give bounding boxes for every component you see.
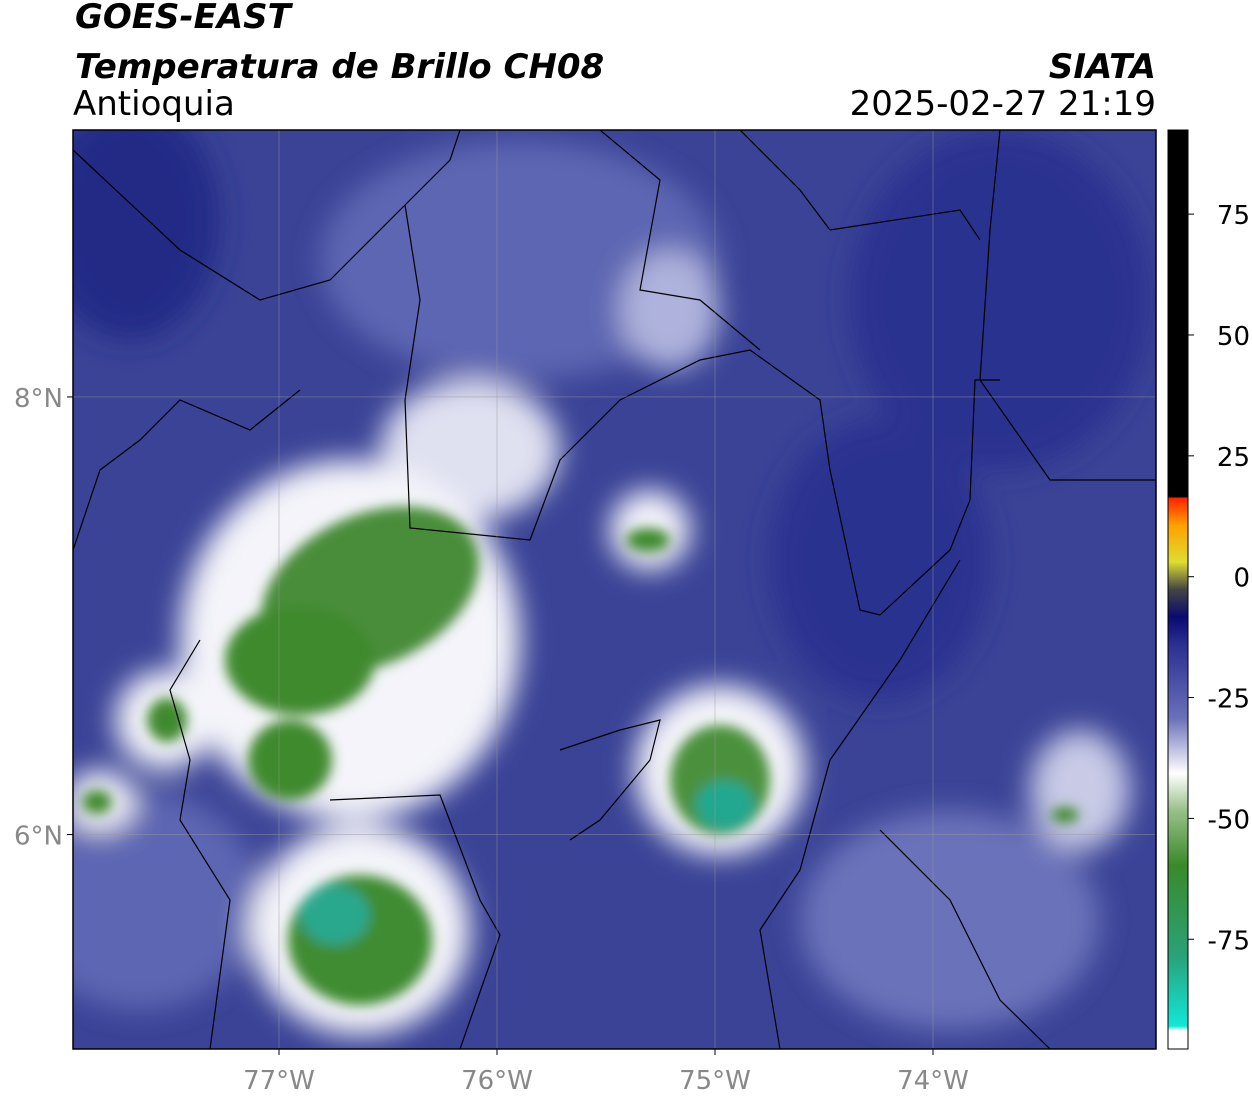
map-frame — [72, 129, 1157, 1050]
x-tick-label: 77°W — [243, 1066, 315, 1096]
region: Antioquia — [73, 84, 235, 124]
y-tick-label: 8°N — [14, 384, 63, 414]
colorbar-tick-label: -25 — [1208, 685, 1250, 715]
x-tick-label: 74°W — [897, 1066, 969, 1096]
colorbar-tick-label: 0 — [1233, 564, 1250, 594]
colorbar-tick-label: 25 — [1217, 443, 1250, 473]
source: SIATA — [1049, 47, 1156, 87]
y-tick-label: 6°N — [14, 822, 63, 852]
satellite-image — [73, 130, 1156, 1049]
colorbar — [1167, 129, 1189, 1050]
subtitle: Temperatura de Brillo CH08 — [75, 47, 604, 87]
grid — [73, 130, 1156, 1049]
colorbar-tick-label: 75 — [1217, 201, 1250, 231]
x-tick-label: 75°W — [679, 1066, 751, 1096]
colorbar-tick-label: -75 — [1208, 926, 1250, 956]
title: GOES-EAST — [75, 0, 294, 37]
x-tick-label: 76°W — [461, 1066, 533, 1096]
colorbar-tick-label: 50 — [1217, 322, 1250, 352]
colorbar-tick-label: -50 — [1208, 805, 1250, 835]
timestamp: 2025-02-27 21:19 — [850, 84, 1156, 124]
